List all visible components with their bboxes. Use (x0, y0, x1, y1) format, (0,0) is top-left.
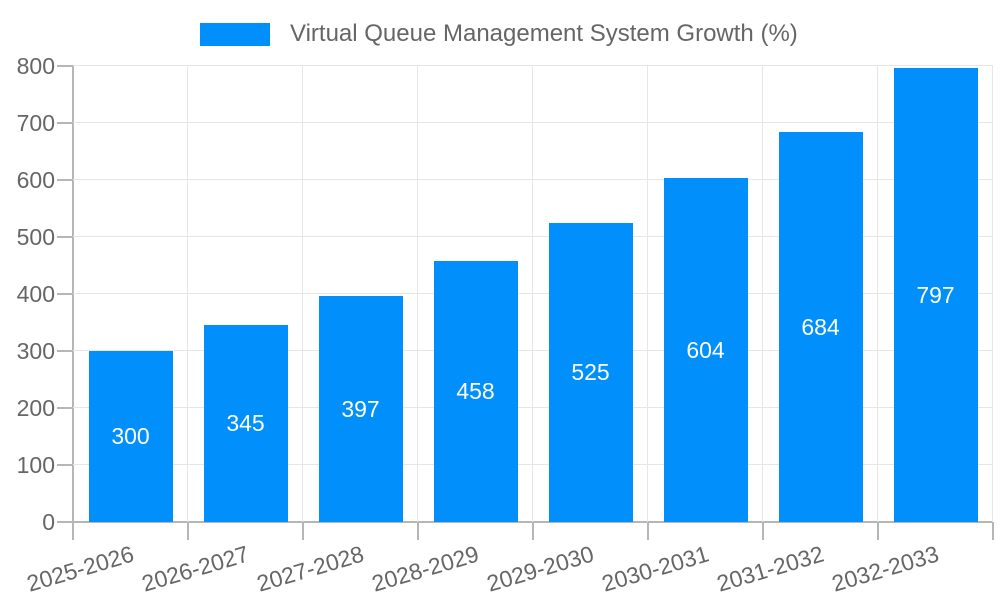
gridline-h (73, 122, 993, 123)
y-axis-tick (57, 350, 73, 352)
x-axis-tick (647, 522, 649, 540)
bar[interactable]: 300 (88, 351, 173, 522)
gridline-v (647, 66, 648, 522)
y-axis-label: 400 (16, 281, 55, 307)
x-axis-tick (532, 522, 534, 540)
x-axis-tick (762, 522, 764, 540)
y-axis-label: 500 (16, 224, 55, 250)
bar[interactable]: 684 (778, 132, 863, 522)
x-axis-tick (992, 522, 994, 540)
gridline-v (992, 66, 993, 522)
bar[interactable]: 345 (203, 325, 288, 522)
x-axis-tick (72, 522, 74, 540)
y-axis-tick (57, 407, 73, 409)
x-axis-tick (877, 522, 879, 540)
gridline-v (877, 66, 878, 522)
gridline-v (532, 66, 533, 522)
bar[interactable]: 525 (548, 223, 633, 522)
gridline-h (73, 65, 993, 66)
y-axis-tick (57, 521, 73, 523)
y-axis-tick (57, 179, 73, 181)
gridline-v (302, 66, 303, 522)
y-axis-label: 0 (42, 509, 55, 535)
y-axis-tick (57, 236, 73, 238)
x-axis-tick (417, 522, 419, 540)
y-axis-tick (57, 65, 73, 67)
y-axis-tick (57, 293, 73, 295)
bar-value-label: 300 (111, 423, 150, 449)
gridline-h (73, 464, 993, 465)
bar-value-label: 604 (686, 336, 725, 363)
x-axis-tick (302, 522, 304, 540)
bar-value-label: 684 (801, 313, 840, 340)
y-axis-label: 600 (16, 167, 55, 193)
bar[interactable]: 604 (663, 178, 748, 522)
chart-title: Virtual Queue Management System Growth (… (290, 20, 798, 47)
y-axis-label: 700 (16, 110, 55, 136)
y-axis-label: 200 (16, 395, 55, 421)
gridline-h (73, 293, 993, 294)
y-axis-label: 100 (16, 452, 55, 478)
bar-value-label: 397 (341, 395, 380, 422)
gridline-h (73, 179, 993, 180)
bar-value-label: 345 (226, 410, 265, 436)
legend-swatch (200, 22, 270, 46)
y-axis-tick (57, 464, 73, 466)
gridline-h (73, 350, 993, 351)
y-axis-label: 300 (16, 338, 55, 364)
bar[interactable]: 397 (318, 296, 403, 522)
gridline-v (187, 66, 188, 522)
gridline-h (73, 236, 993, 237)
bar-value-label: 458 (456, 378, 495, 404)
bar[interactable]: 797 (893, 68, 978, 522)
y-axis-tick (57, 122, 73, 124)
gridline-v (417, 66, 418, 522)
y-axis-label: 800 (16, 53, 55, 79)
y-axis-line (72, 66, 74, 540)
plot-area: 300 345 397 458 525 604 684 797 (73, 65, 993, 522)
gridline-h (73, 407, 993, 408)
legend-item[interactable]: Virtual Queue Management System Growth (… (200, 20, 798, 48)
gridline-v (762, 66, 763, 522)
bar[interactable]: 458 (433, 261, 518, 522)
x-axis-tick (187, 522, 189, 540)
bar-value-label: 525 (571, 359, 610, 385)
bar-value-label: 797 (916, 281, 955, 308)
x-axis-line (57, 521, 993, 523)
